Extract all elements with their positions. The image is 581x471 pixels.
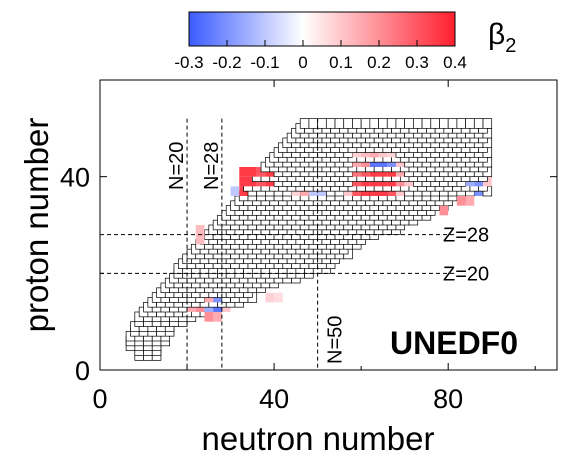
magic-label-n20: N=20 [166,142,188,190]
magic-label-n50: N=50 [325,316,347,364]
nuclide-cell [430,118,440,129]
nuclide-cell [213,312,222,322]
magic-number-lines: N=20 N=28 N=50 Z=28 Z=20 [100,118,489,370]
nuclide-cell [360,118,371,129]
colorbar-tick-label: -0.3 [174,53,203,72]
nuclide-cell [482,118,493,129]
axis-ticks: 0 40 80 0 40 [60,79,557,414]
x-tick-label: 40 [259,384,289,414]
x-tick-label: 80 [433,384,463,414]
nuclide-cell [299,118,310,129]
colorbar [188,11,456,47]
magic-label-n28: N=28 [201,142,223,190]
nuclide-cell [386,118,397,129]
colorbar-tick-label: 0.2 [367,53,391,72]
colorbar-tick-label: -0.1 [250,53,279,72]
nuclide-cell [195,234,205,245]
nuclide-cell [325,118,336,129]
colorbar-tick-label: 0.4 [443,53,467,72]
nuclide-cell [230,186,240,196]
nuclide-cell [334,118,345,129]
model-label: UNEDF0 [390,325,518,361]
nuclide-cell [195,225,205,235]
nuclide-cell [447,118,458,129]
nuclide-cell [439,118,449,129]
y-axis-label: proton number [18,118,55,333]
magic-label-z28: Z=28 [443,225,489,247]
nuclide-cell [421,118,432,129]
nuclide-cell [473,118,484,129]
colorbar-tick-label: -0.2 [212,53,241,72]
nuclide-cell [352,118,362,129]
x-tick-label: 0 [92,384,107,414]
nuclide-cell [239,176,248,187]
nuclide-cell [247,167,257,177]
nuclide-cell [378,118,388,129]
nuclide-cell [465,118,475,129]
magic-label-z20: Z=20 [443,263,489,285]
colorbar-tick-label: 0.3 [405,53,429,72]
nuclide-cell [404,118,414,129]
nuclide-cell [317,118,327,129]
colorbar-label: β2 [488,18,516,57]
y-tick-label: 0 [75,356,90,386]
nuclide-cell [239,167,248,177]
y-tick-label: 40 [60,163,90,193]
nuclide-cell [456,196,466,206]
nuclide-cell [308,118,318,129]
colorbar-tick-label: 0 [298,53,307,72]
colorbar-ticks: -0.3 -0.2 -0.1 0 0.1 0.2 0.3 0.4 [174,40,467,72]
nuclide-cell [343,118,353,129]
colorbar-tick-label: 0.1 [329,53,353,72]
nuclide-cell [274,292,283,303]
nuclide-cell [465,196,475,206]
nuclide-cell [265,292,275,303]
nuclide-cell [369,118,379,129]
nuclide-cell [395,118,406,129]
nuclide-cell [439,205,449,216]
nuclide-grid [125,118,493,361]
nuclide-cell [413,118,423,129]
nuclide-cell [204,312,214,322]
nuclide-cell [456,118,466,129]
x-axis-label: neutron number [202,420,435,457]
